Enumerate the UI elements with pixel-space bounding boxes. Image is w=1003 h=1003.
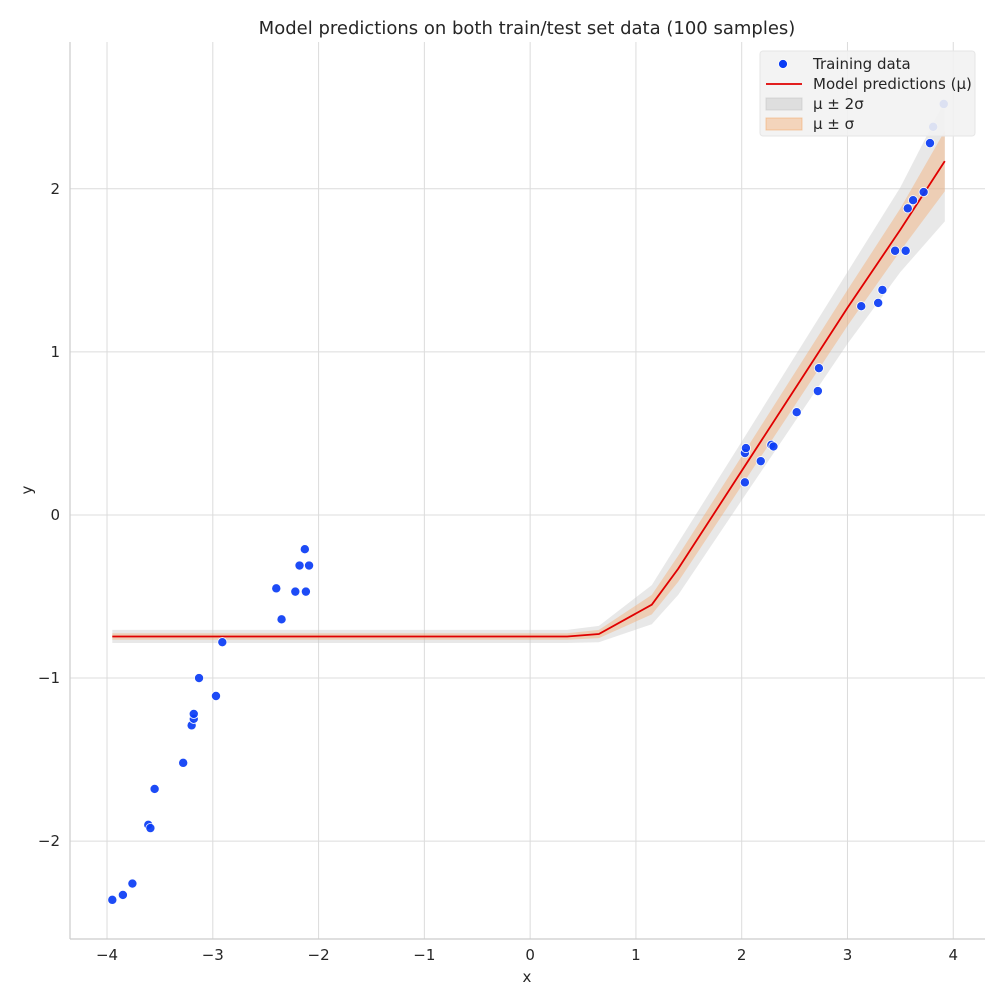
- x-tick-label: 4: [948, 946, 958, 964]
- y-tick-label: −1: [38, 669, 60, 687]
- training-point: [276, 614, 287, 625]
- legend-label: μ ± σ: [813, 115, 855, 133]
- training-point: [856, 301, 867, 312]
- y-tick-labels: −2 −1 0 1 2: [38, 180, 60, 850]
- x-axis-label: x: [523, 968, 532, 986]
- training-point: [127, 878, 138, 889]
- training-point: [877, 284, 888, 295]
- training-point: [918, 187, 929, 198]
- x-tick-label: 3: [843, 946, 853, 964]
- training-point: [924, 138, 935, 149]
- y-tick-label: 0: [50, 506, 60, 524]
- training-point: [149, 783, 160, 794]
- training-point: [294, 560, 305, 571]
- training-point: [188, 708, 199, 719]
- training-point: [117, 889, 128, 900]
- legend-marker-training: [778, 59, 788, 69]
- training-point: [194, 673, 205, 684]
- y-tick-label: 1: [50, 343, 60, 361]
- training-point: [900, 245, 911, 256]
- x-tick-label: 0: [525, 946, 535, 964]
- y-axis-label: y: [18, 485, 36, 494]
- prediction-line-group: [112, 160, 946, 638]
- legend-box: [759, 50, 976, 137]
- uncertainty-bands: [112, 100, 945, 643]
- legend-label: μ ± 2σ: [813, 95, 864, 113]
- x-tick-label: −4: [96, 946, 118, 964]
- band-2sigma: [112, 100, 945, 643]
- legend-marker-band: [765, 117, 803, 131]
- y-tick-label: 2: [50, 180, 60, 198]
- prediction-line: [112, 160, 946, 638]
- training-point: [300, 586, 311, 597]
- x-tick-label: −1: [413, 946, 435, 964]
- grid: [70, 42, 985, 939]
- training-point: [791, 407, 802, 418]
- x-tick-label: −3: [202, 946, 224, 964]
- legend: Training data Model predictions (μ) μ ± 2σ…: [759, 50, 976, 137]
- training-point: [768, 441, 779, 452]
- x-tick-label: 2: [737, 946, 747, 964]
- training-point: [271, 583, 282, 594]
- training-point: [902, 203, 913, 214]
- legend-label: Training data: [812, 55, 911, 73]
- training-point: [304, 560, 315, 571]
- training-point: [290, 586, 301, 597]
- legend-marker-band: [765, 97, 803, 111]
- x-tick-label: 1: [631, 946, 641, 964]
- training-point: [107, 894, 118, 905]
- training-point: [812, 386, 823, 397]
- training-point: [813, 363, 824, 374]
- training-point: [217, 637, 228, 648]
- axis-spines: [69, 42, 985, 940]
- training-point: [145, 823, 156, 834]
- training-point: [873, 297, 884, 308]
- training-point: [890, 245, 901, 256]
- training-point: [739, 477, 750, 488]
- y-tick-label: −2: [38, 832, 60, 850]
- training-point: [299, 544, 310, 555]
- x-tick-label: −2: [308, 946, 330, 964]
- training-point: [908, 195, 919, 206]
- training-point: [740, 443, 751, 454]
- legend-label: Model predictions (μ): [813, 75, 972, 93]
- training-point: [210, 690, 221, 701]
- training-point: [178, 757, 189, 768]
- chart-title: Model predictions on both train/test set…: [259, 18, 796, 39]
- x-tick-labels: −4 −3 −2 −1 0 1 2 3 4: [96, 946, 958, 964]
- training-point: [755, 456, 766, 467]
